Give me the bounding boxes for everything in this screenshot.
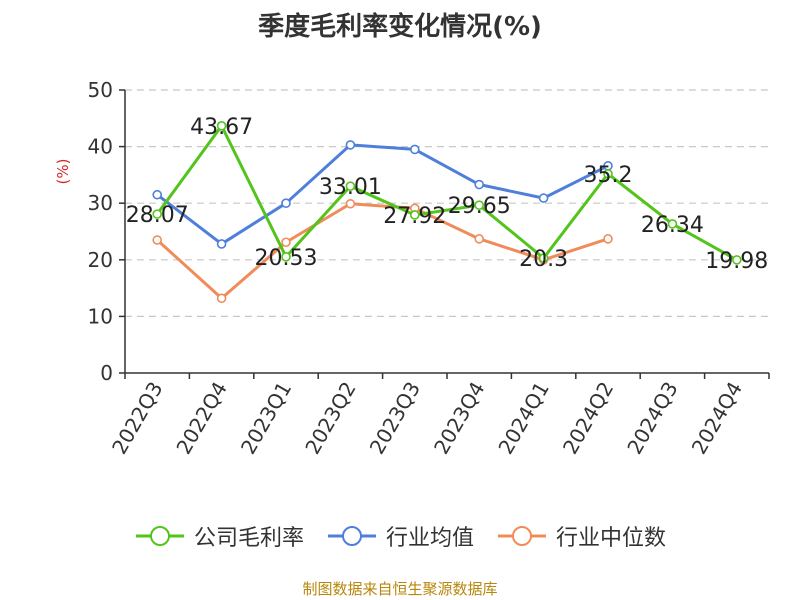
- y-tick-label: 40: [88, 135, 113, 159]
- x-tick-label: 2022Q3: [107, 378, 167, 459]
- data-point: [603, 168, 613, 179]
- data-label: 20.3: [519, 247, 568, 272]
- data-label: 20.53: [255, 246, 318, 271]
- data-point: [345, 198, 356, 209]
- data-point: [538, 193, 549, 203]
- series-layer: [152, 121, 742, 304]
- data-point: [474, 179, 485, 190]
- x-tick-label: 2024Q3: [622, 378, 682, 459]
- data-point: [152, 235, 162, 245]
- legend-swatch-icon: [135, 526, 184, 546]
- legend-swatch-icon: [498, 526, 546, 546]
- data-point: [538, 253, 549, 263]
- data-label: 43.67: [190, 115, 253, 140]
- data-point: [152, 209, 162, 219]
- data-label: 33.01: [319, 175, 382, 200]
- x-tick-label: 2024Q1: [493, 378, 553, 459]
- data-label: 19.98: [705, 249, 768, 274]
- legend: 公司毛利率 行业均值 行业中位数: [0, 520, 800, 552]
- legend-item[interactable]: 行业均值: [326, 520, 474, 552]
- source-note: 制图数据来自恒生聚源数据库: [302, 580, 498, 598]
- series-line: [156, 143, 609, 246]
- y-tick-label: 30: [88, 191, 113, 215]
- legend-label: 公司毛利率: [193, 526, 304, 551]
- legend-label: 行业中位数: [556, 526, 667, 551]
- data-point: [409, 210, 420, 220]
- x-tick-label: 2022Q4: [171, 378, 231, 459]
- data-label: 35.2: [584, 163, 633, 188]
- legend-swatch-icon: [327, 526, 376, 546]
- data-label: 27.92: [383, 204, 446, 229]
- data-point: [731, 255, 742, 265]
- data-label: 26.34: [641, 213, 704, 238]
- data-label: 28.07: [126, 203, 189, 228]
- data-label: 29.65: [448, 194, 511, 219]
- data-point: [216, 239, 227, 249]
- x-tick-label: 2023Q1: [236, 378, 296, 459]
- y-axis-label: (%): [54, 159, 72, 185]
- data-point: [216, 121, 227, 131]
- data-point: [281, 252, 291, 262]
- x-tick-label: 2023Q3: [365, 378, 425, 459]
- data-point: [152, 189, 162, 200]
- y-tick-label: 50: [88, 78, 113, 102]
- series-line: [155, 124, 738, 262]
- x-tick-label: 2023Q4: [429, 378, 489, 459]
- legend-label: 行业均值: [385, 526, 474, 551]
- x-tick-label: 2024Q4: [687, 378, 747, 459]
- data-point: [345, 181, 356, 191]
- series-line: [156, 202, 609, 300]
- data-point: [216, 293, 227, 304]
- data-point: [474, 234, 485, 244]
- data-point: [409, 144, 420, 155]
- data-point: [281, 198, 291, 208]
- y-tick-label: 0: [100, 361, 113, 385]
- data-point: [474, 200, 485, 210]
- x-tick-label: 2023Q2: [300, 378, 360, 459]
- data-point: [345, 140, 356, 150]
- chart-title: 季度毛利率变化情况(%): [258, 12, 542, 42]
- series-0: [152, 121, 742, 265]
- y-tick-label: 10: [88, 304, 113, 328]
- y-tick-label: 20: [88, 248, 113, 272]
- data-point: [667, 219, 678, 229]
- x-tick-label: 2024Q2: [558, 378, 618, 459]
- legend-item[interactable]: 行业中位数: [496, 520, 666, 552]
- legend-item[interactable]: 公司毛利率: [134, 520, 304, 552]
- data-point: [281, 237, 291, 248]
- series-1: [152, 140, 613, 249]
- data-point: [603, 234, 613, 244]
